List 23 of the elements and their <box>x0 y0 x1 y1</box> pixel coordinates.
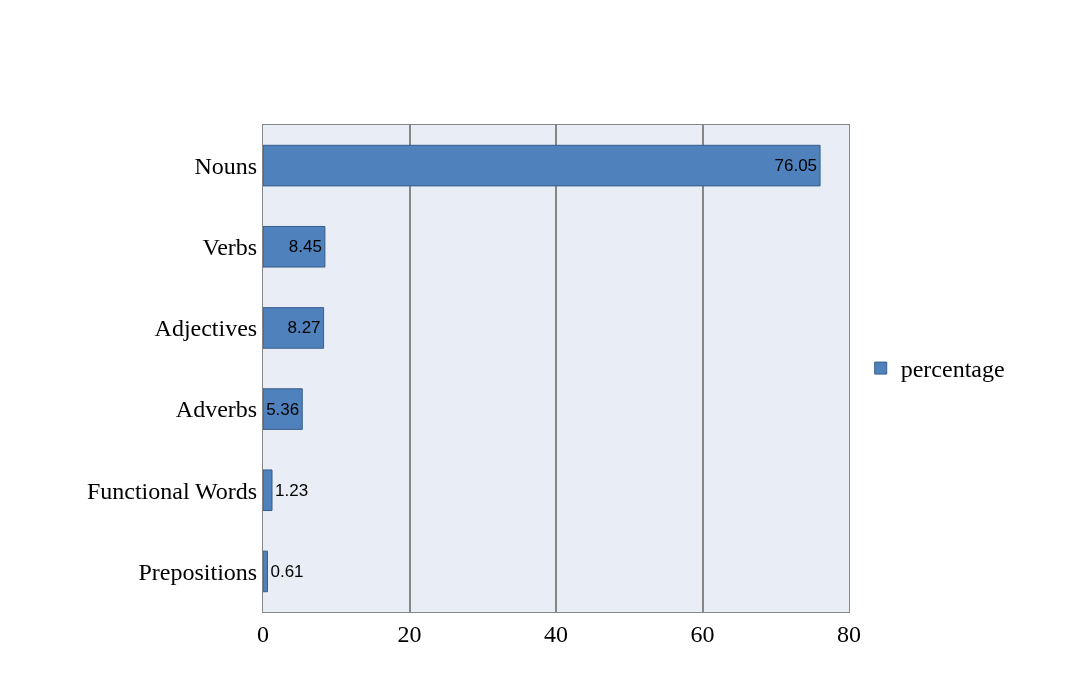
x-tick-label: 80 <box>837 620 861 647</box>
bar <box>263 469 273 512</box>
data-label: 0.61 <box>270 561 304 581</box>
x-tick-label: 20 <box>397 620 422 647</box>
data-label: 1.23 <box>275 480 309 500</box>
y-tick-label: Functional Words <box>86 477 258 504</box>
y-tick-label: Adverbs <box>175 396 258 423</box>
data-label: 8.27 <box>287 318 321 338</box>
y-tick-label: Nouns <box>194 152 258 179</box>
y-tick-label: Prepositions <box>138 558 258 585</box>
x-tick-label: 0 <box>257 620 269 647</box>
bar <box>263 225 326 268</box>
legend-label: percentage <box>900 356 1005 383</box>
bar <box>263 144 821 187</box>
y-tick-label: Verbs <box>202 234 258 261</box>
x-tick-label: 40 <box>544 620 568 647</box>
data-label: 76.05 <box>774 156 818 176</box>
data-label: 8.45 <box>288 237 322 257</box>
data-label: 5.36 <box>266 399 300 419</box>
bar <box>263 307 325 349</box>
x-tick-label: 60 <box>690 620 715 647</box>
y-tick-label: Adjectives <box>154 315 258 342</box>
bar <box>263 550 268 593</box>
